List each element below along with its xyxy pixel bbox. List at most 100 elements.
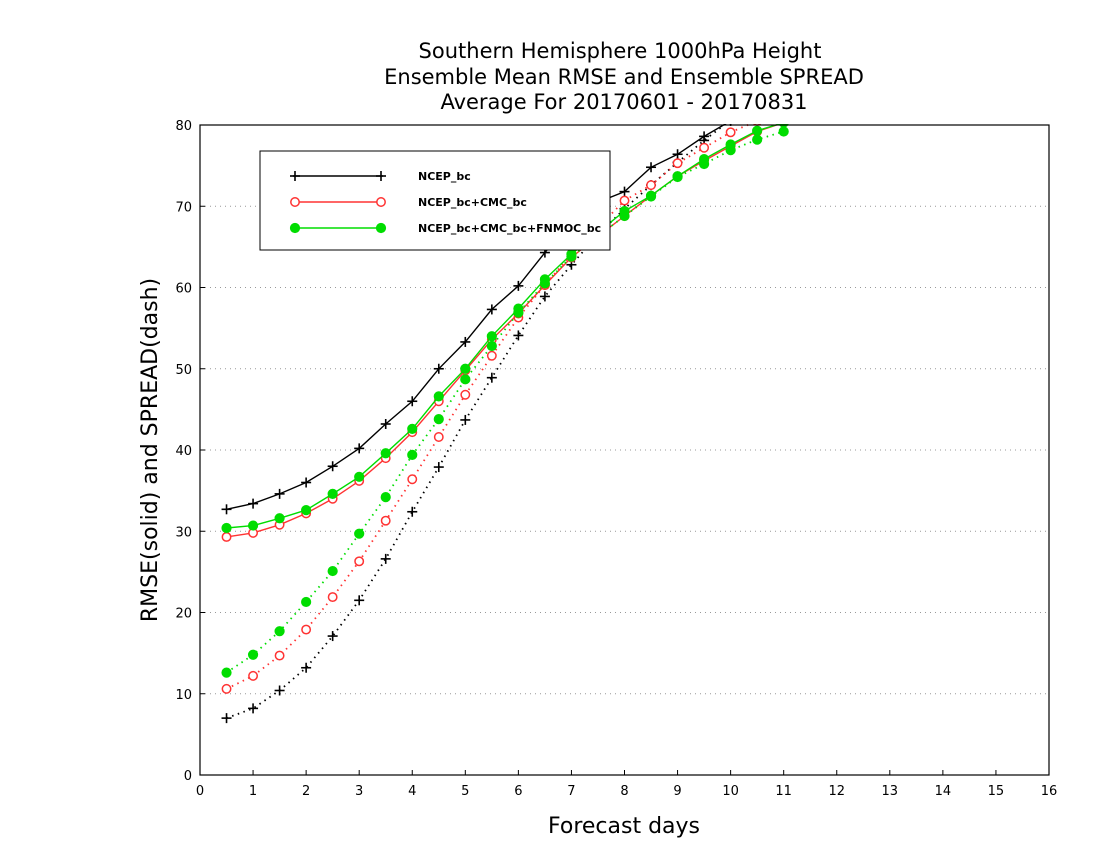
series-0-rmse-point xyxy=(327,461,338,472)
series-2-spread-point xyxy=(380,492,391,503)
series-0-rmse-line xyxy=(226,124,727,510)
series-1-spread-point xyxy=(354,556,365,567)
series-1-spread-point xyxy=(407,474,418,485)
series-1-spread-point xyxy=(380,515,391,526)
x-tick-label: 5 xyxy=(461,784,469,799)
series-1-spread-point xyxy=(486,350,497,361)
series-1-spread-point xyxy=(248,670,259,681)
legend-label: NCEP_bc+CMC_bc xyxy=(418,196,527,209)
x-tick-label: 12 xyxy=(828,784,845,799)
series-2-rmse-point xyxy=(221,522,232,534)
series-1-spread-point xyxy=(460,389,471,400)
series-0-spread-point xyxy=(354,595,365,606)
series-1-spread-point xyxy=(619,195,630,206)
series-0-rmse-point xyxy=(274,488,285,499)
chart-title: Southern Hemisphere 1000hPa Height Ensem… xyxy=(384,39,864,114)
x-tick-label: 14 xyxy=(935,784,952,799)
x-tick-label: 3 xyxy=(355,784,363,799)
series-2-spread-point xyxy=(778,126,789,137)
series-0-spread-point xyxy=(380,553,391,564)
series-2-spread-point xyxy=(433,414,444,425)
series-2-spread-point xyxy=(354,528,365,539)
series-2-rmse-point xyxy=(672,171,683,182)
series-0-rmse-point xyxy=(354,443,365,454)
y-tick-label: 50 xyxy=(175,363,192,378)
series-2-rmse-point xyxy=(380,448,391,459)
series-2-rmse-point xyxy=(460,363,471,374)
series-0-spread-point xyxy=(407,506,418,517)
series-2-rmse-point xyxy=(752,125,763,136)
y-tick-label: 80 xyxy=(175,119,192,134)
series-0-rmse-point xyxy=(699,131,710,142)
series-2-spread-point xyxy=(460,374,471,385)
legend-box xyxy=(259,150,611,251)
series-0-rmse-point xyxy=(433,363,444,374)
y-tick-label: 20 xyxy=(175,607,192,622)
x-tick-label: 6 xyxy=(514,784,522,799)
series-0-rmse-point xyxy=(221,504,232,515)
series-0-spread-point xyxy=(539,291,550,302)
series-0-rmse-point xyxy=(672,149,683,160)
series-2-spread-line xyxy=(225,130,784,674)
series-2-rmse-point xyxy=(566,249,577,260)
series-0-rmse-point xyxy=(513,280,524,291)
series-1-spread-point xyxy=(725,127,736,138)
gridlines xyxy=(200,205,1049,695)
series-2-rmse-point xyxy=(725,139,736,150)
series-1-spread-point xyxy=(274,650,285,661)
series-0-spread-point xyxy=(221,713,232,724)
series-1-spread-point xyxy=(327,592,338,603)
series-0-spread-point xyxy=(274,685,285,696)
series-1-spread-point xyxy=(672,158,683,169)
series-0-spread-point xyxy=(301,662,312,673)
series-0-spread-point xyxy=(460,414,471,425)
series-2-rmse-point xyxy=(645,190,657,201)
legend-marker xyxy=(289,222,301,234)
series-2-rmse-point xyxy=(354,471,365,482)
y-axis-ticks: 0 10 20 30 40 50 60 70 80 xyxy=(175,119,205,784)
legend-label: NCEP_bc+CMC_bc+FNMOC_bc xyxy=(418,222,601,235)
x-tick-label: 4 xyxy=(408,784,416,799)
x-axis-ticks: 0 1 2 3 4 5 6 7 8 9 10 11 12 13 14 15 16 xyxy=(196,770,1057,799)
x-tick-label: 16 xyxy=(1041,784,1058,799)
series-0-rmse-point xyxy=(301,477,312,488)
series-2-rmse-point xyxy=(778,124,789,128)
y-tick-label: 70 xyxy=(175,200,192,215)
x-tick-label: 15 xyxy=(988,784,1005,799)
series-0-rmse-point xyxy=(380,419,391,429)
x-tick-label: 1 xyxy=(249,784,257,799)
series-2-spread-point xyxy=(752,134,763,145)
series-2-rmse-line xyxy=(226,124,782,529)
x-tick-label: 13 xyxy=(882,784,899,799)
series-2-spread-point xyxy=(274,626,285,637)
series-2-rmse-point xyxy=(407,423,418,434)
legend-marker xyxy=(375,222,387,234)
series-2-spread-point xyxy=(327,565,338,577)
series-2-rmse-point xyxy=(433,391,444,402)
series-0-spread-point xyxy=(248,703,259,714)
series-0-rmse-point xyxy=(248,498,259,509)
series-2-rmse-point xyxy=(327,488,338,499)
series-0-rmse-point xyxy=(486,304,497,315)
y-tick-label: 30 xyxy=(175,525,192,540)
title-line-3: Average For 20170601 - 20170831 xyxy=(440,90,807,114)
series-2-rmse-point xyxy=(698,154,710,165)
series-2-rmse-point xyxy=(301,505,312,516)
x-tick-label: 0 xyxy=(196,784,204,799)
series-0-rmse-point xyxy=(646,162,657,173)
x-tick-label: 7 xyxy=(567,784,575,799)
y-axis-label: RMSE(solid) and SPREAD(dash) xyxy=(138,278,163,622)
series-1-spread-point xyxy=(699,142,710,153)
series-0-rmse-point xyxy=(407,396,418,407)
series-2-rmse-point xyxy=(486,331,497,342)
legend: NCEP_bc NCEP_bc+CMC_bc NCEP_bc+CMC_bc+FNMO… xyxy=(259,150,611,251)
series-1-rmse-point xyxy=(221,531,232,542)
series-2-spread-point xyxy=(301,596,312,608)
series-1-spread-point xyxy=(753,124,762,126)
series-2-spread-point xyxy=(247,649,259,660)
x-tick-label: 2 xyxy=(302,784,310,799)
x-tick-label: 11 xyxy=(775,784,792,799)
series-1-spread-point xyxy=(646,180,656,191)
series-2-spread-point xyxy=(486,340,497,352)
series-1-spread-point xyxy=(301,624,312,635)
